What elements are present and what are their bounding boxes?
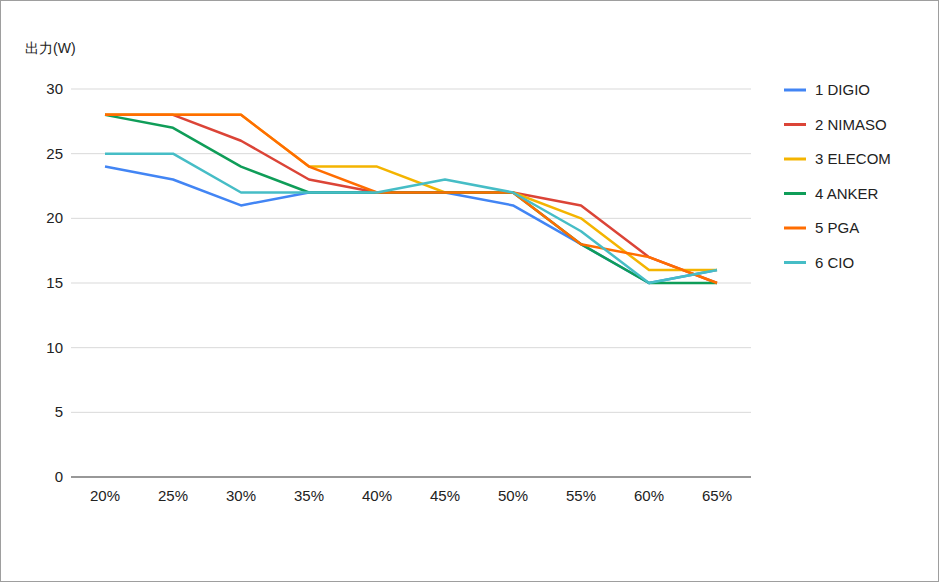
grid-line <box>71 89 751 90</box>
grid <box>71 89 751 412</box>
x-tick-label: 30% <box>226 487 256 504</box>
legend-label: 4 ANKER <box>815 185 879 202</box>
legend-label: 1 DIGIO <box>815 81 870 98</box>
x-tick-label: 50% <box>498 487 528 504</box>
legend-label: 5 PGA <box>815 219 859 236</box>
series-line <box>105 154 717 283</box>
x-tick-label: 40% <box>362 487 392 504</box>
y-axis-label: 出力(W) <box>25 40 76 56</box>
legend-key <box>784 227 806 230</box>
grid-line <box>71 218 751 219</box>
chart-frame: 出力(W) 0 5 10 15 20 25 30 20% 25% 30% 35% 40% 45% 50% 55… <box>0 0 939 582</box>
grid-line <box>71 412 751 413</box>
legend-label: 2 NIMASO <box>815 116 887 133</box>
y-tick-label: 30 <box>46 80 63 97</box>
y-tick-label: 25 <box>46 145 63 162</box>
y-tick-label: 15 <box>46 274 63 291</box>
chart-svg: 出力(W) 0 5 10 15 20 25 30 20% 25% 30% 35% 40% 45% 50% 55… <box>1 1 938 581</box>
x-tick-label: 60% <box>634 487 664 504</box>
legend-label: 3 ELECOM <box>815 150 891 167</box>
y-tick-label: 10 <box>46 339 63 356</box>
y-tick-label: 5 <box>55 403 63 420</box>
legend-key <box>784 261 806 264</box>
legend-key <box>784 123 806 126</box>
x-axis-line <box>71 476 751 477</box>
y-tick-label: 0 <box>55 468 63 485</box>
legend-label: 6 CIO <box>815 254 854 271</box>
x-tick-label: 65% <box>702 487 732 504</box>
series-line <box>105 115 717 283</box>
x-tick-label: 45% <box>430 487 460 504</box>
series-line <box>105 115 717 283</box>
legend-key <box>784 158 806 161</box>
x-tick-label: 25% <box>158 487 188 504</box>
y-tick-label: 20 <box>46 209 63 226</box>
series-lines <box>105 115 717 283</box>
x-tick-label: 35% <box>294 487 324 504</box>
legend-key <box>784 89 806 92</box>
legend-key <box>784 192 806 195</box>
grid-line <box>71 347 751 348</box>
legend: 1 DIGIO 2 NIMASO 3 ELECOM 4 ANKER 5 PGA 6 CIO <box>784 81 891 271</box>
x-tick-label: 20% <box>90 487 120 504</box>
series-line <box>105 115 717 283</box>
x-tick-label: 55% <box>566 487 596 504</box>
